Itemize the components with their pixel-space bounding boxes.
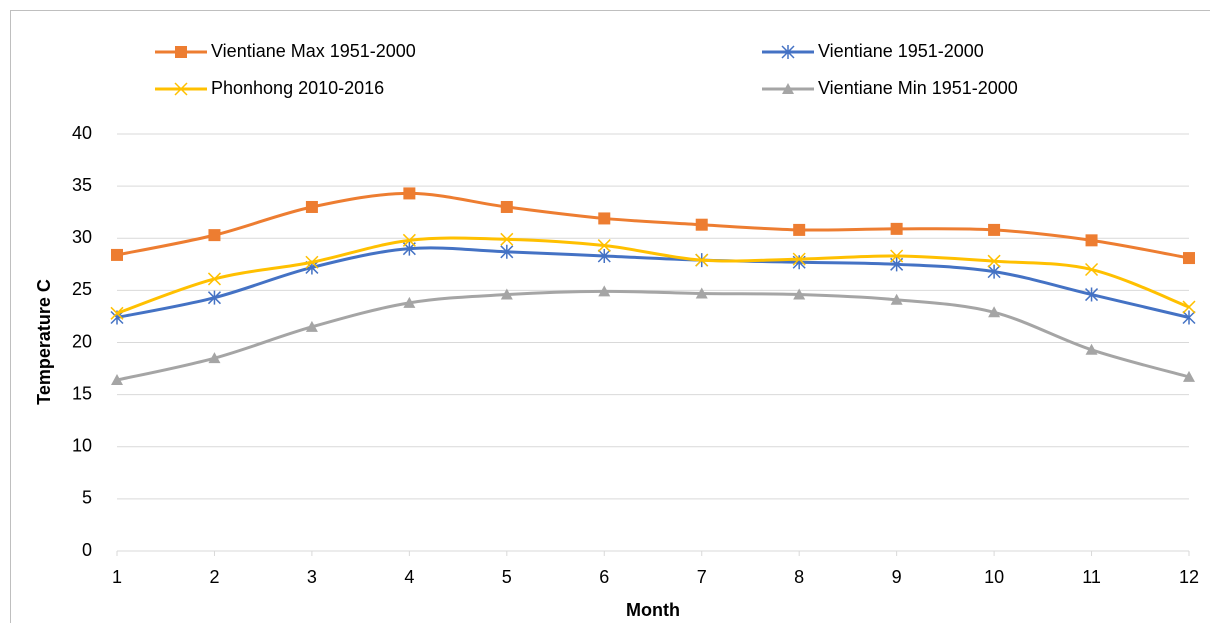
marker [1183, 252, 1195, 265]
x-tick-label: 3 [307, 567, 317, 587]
y-tick-label: 0 [82, 540, 92, 560]
marker [110, 306, 124, 320]
marker [305, 320, 318, 332]
marker [111, 374, 123, 386]
x-tick-label: 10 [984, 567, 1004, 587]
marker [305, 200, 318, 213]
legend-label: Phonhong 2010-2016 [211, 78, 384, 98]
legend-label: Vientiane Max 1951-2000 [211, 41, 416, 61]
series-line [116, 236, 1190, 315]
y-axis-title: Temperature C [34, 279, 54, 405]
x-tick-label: 1 [112, 567, 122, 587]
marker [1085, 234, 1098, 247]
marker [1085, 262, 1099, 277]
x-axis-title: Month [626, 600, 680, 620]
x-tick-label: 12 [1179, 567, 1199, 587]
y-tick-label: 30 [72, 227, 92, 247]
marker [598, 285, 611, 297]
y-tick-label: 40 [72, 123, 92, 143]
marker [890, 222, 903, 235]
marker [987, 264, 1001, 279]
marker [695, 287, 708, 299]
legend-label: Vientiane Min 1951-2000 [818, 78, 1018, 98]
marker [500, 232, 514, 246]
marker [403, 296, 416, 308]
y-tick-label: 10 [72, 436, 92, 456]
x-tick-label: 8 [794, 567, 804, 587]
series-line [116, 289, 1190, 382]
series-line [116, 191, 1190, 260]
marker [1182, 300, 1196, 314]
y-tick-label: 15 [72, 383, 92, 403]
legend-label: Vientiane 1951-2000 [818, 41, 984, 61]
marker [1182, 310, 1196, 325]
x-tick-label: 2 [209, 567, 219, 587]
marker [695, 218, 708, 231]
y-tick-label: 25 [72, 279, 92, 299]
marker [793, 288, 806, 300]
x-tick-label: 7 [697, 567, 707, 587]
marker [1183, 370, 1195, 382]
x-tick-label: 11 [1082, 567, 1101, 587]
marker [988, 306, 1001, 318]
legend-marker [782, 83, 794, 94]
marker [403, 187, 416, 200]
marker [793, 223, 806, 236]
marker [792, 252, 806, 266]
marker [111, 248, 123, 261]
marker [890, 249, 904, 263]
marker [500, 288, 513, 300]
marker [890, 293, 903, 305]
marker [500, 200, 513, 213]
legend-marker [174, 82, 188, 96]
marker [1085, 287, 1099, 302]
marker [207, 272, 221, 286]
marker [305, 255, 319, 269]
marker [695, 253, 709, 267]
x-tick-label: 5 [502, 567, 512, 587]
marker [207, 290, 221, 305]
x-tick-label: 6 [599, 567, 609, 587]
y-tick-label: 20 [72, 331, 92, 351]
marker [987, 254, 1001, 268]
x-tick-label: 9 [892, 567, 902, 587]
marker [1085, 343, 1098, 355]
marker [402, 233, 416, 247]
legend-marker [781, 45, 795, 59]
marker [597, 239, 611, 253]
legend-marker [175, 46, 187, 58]
marker [208, 229, 221, 242]
marker [598, 212, 611, 225]
marker [208, 352, 221, 364]
marker [500, 244, 514, 259]
chart-border [10, 10, 1210, 623]
y-tick-label: 5 [82, 488, 92, 508]
marker [597, 248, 611, 263]
series-line [116, 246, 1190, 319]
marker [988, 223, 1001, 236]
x-tick-label: 4 [404, 567, 414, 587]
y-tick-label: 35 [72, 175, 92, 195]
